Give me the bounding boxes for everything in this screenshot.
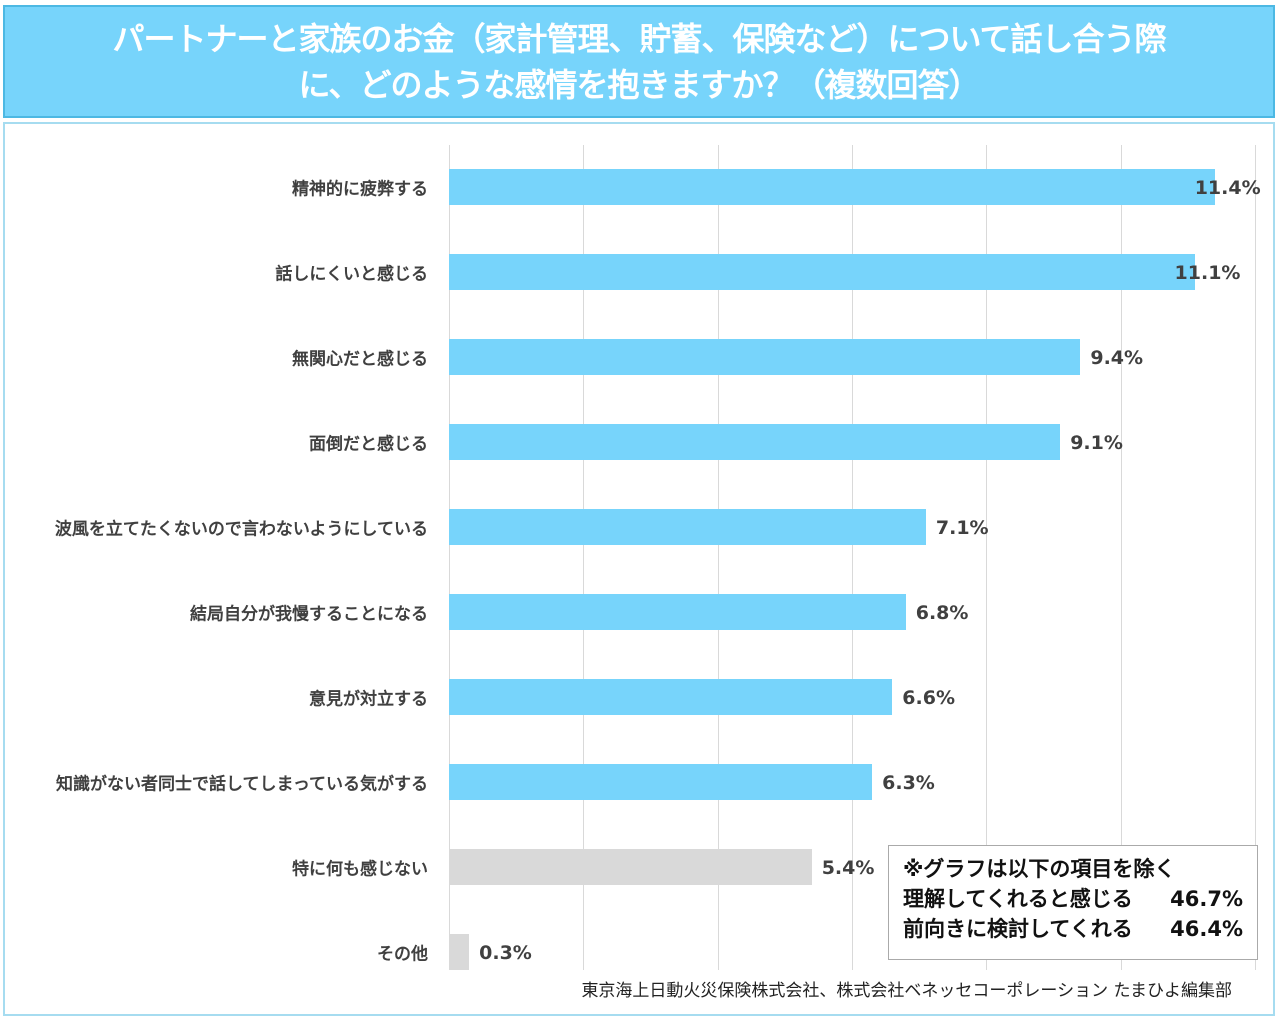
data-label: 0.3% (479, 942, 532, 964)
source-credit: 東京海上日動火災保険株式会社、株式会社ベネッセコーポレーション たまひよ編集部 (581, 981, 1232, 1001)
title-line-2: に、どのような感情を抱きますか？（複数回答） (298, 65, 980, 104)
gridline (583, 145, 585, 970)
data-label: 11.4% (1194, 177, 1261, 199)
gridline (717, 145, 719, 970)
data-label: 9.1% (1070, 432, 1123, 454)
category-label: その他 (377, 944, 428, 965)
gridline (1120, 145, 1122, 970)
bar (449, 594, 906, 630)
category-label: 意見が対立する (309, 689, 428, 710)
bar (449, 339, 1081, 375)
excluded-items-note: ※グラフは以下の項目を除く 理解してくれると感じる 46.7% 前向きに検討して… (888, 845, 1258, 960)
title-line-1: パートナーと家族のお金（家計管理、貯蓄、保険など）について話し合う際 (112, 19, 1166, 58)
bar (449, 934, 470, 970)
gridline (852, 145, 853, 970)
note-item-label: 前向きに検討してくれる (903, 917, 1133, 941)
chart-title: パートナーと家族のお金（家計管理、貯蓄、保険など）について話し合う際 に、どのよ… (3, 5, 1275, 118)
category-label: 波風を立てたくないので言わないようにしている (54, 519, 428, 540)
bar (449, 169, 1215, 205)
bar (449, 849, 812, 885)
data-label: 6.3% (882, 772, 935, 794)
note-item-label: 理解してくれると感じる (903, 887, 1133, 911)
category-label: 話しにくいと感じる (275, 264, 428, 285)
data-label: 6.6% (902, 687, 955, 709)
gridline (986, 145, 988, 970)
note-item-value: 46.4% (1170, 917, 1243, 941)
category-label: 結局自分が我慢することになる (190, 604, 428, 625)
data-label: 11.1% (1174, 262, 1241, 284)
chart-frame (3, 122, 1275, 1016)
data-label: 5.4% (821, 857, 875, 879)
bar (449, 764, 873, 800)
bar (449, 509, 926, 545)
note-item-value: 46.7% (1170, 887, 1243, 911)
note-heading: ※グラフは以下の項目を除く (903, 857, 1176, 881)
bar (449, 679, 893, 715)
gridline (449, 145, 450, 970)
data-label: 6.8% (915, 602, 969, 624)
bar (449, 254, 1195, 290)
data-label: 7.1% (935, 517, 989, 539)
data-label: 9.4% (1090, 347, 1144, 369)
category-label: 面倒だと感じる (309, 434, 428, 455)
category-label: 知識がない者同士で話してしまっている気がする (56, 774, 428, 795)
category-label: 特に何も感じない (292, 859, 428, 880)
category-label: 精神的に疲弊する (292, 179, 428, 200)
note-item: 前向きに検討してくれる 46.4% (903, 914, 1243, 944)
gridline (1255, 145, 1256, 970)
note-item: 理解してくれると感じる 46.7% (903, 884, 1243, 914)
category-label: 無関心だと感じる (292, 349, 428, 370)
bar (449, 424, 1061, 460)
